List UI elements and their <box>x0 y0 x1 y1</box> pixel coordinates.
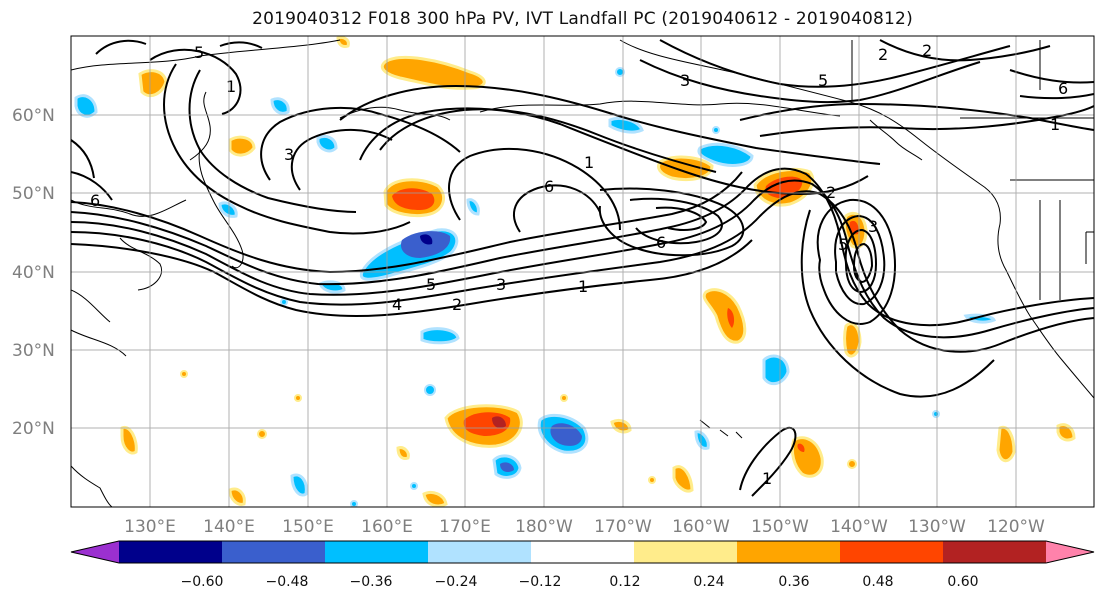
lat-label-40n: 40°N <box>12 263 55 283</box>
colorbar-tick-label: −0.36 <box>350 574 393 590</box>
contour-label: 3 <box>680 71 690 90</box>
contour-label: 6 <box>90 191 100 210</box>
contour-label: 6 <box>1058 79 1068 98</box>
colorbar-segment <box>840 541 944 563</box>
colorbar-tick-labels: −0.60 −0.48 −0.36 −0.24 −0.12 0.12 0.24 … <box>181 574 979 590</box>
lon-label: 150°E <box>282 517 334 537</box>
colorbar-tick-label: −0.12 <box>519 574 562 590</box>
negative-anomaly-patches <box>74 67 997 507</box>
colorbar-segment <box>325 541 429 563</box>
lon-label: 130°W <box>908 517 966 537</box>
colorbar-min-extend <box>71 541 119 563</box>
colorbar-tick-label: 0.36 <box>778 574 809 590</box>
contour-label: 1 <box>578 277 588 296</box>
lat-label-30n: 30°N <box>12 341 55 361</box>
colorbar-segment <box>737 541 841 563</box>
contour-label: 5 <box>194 43 204 62</box>
contour-label: 5 <box>838 235 848 254</box>
colorbar-tick-label: 0.24 <box>693 574 724 590</box>
colorbar-segments <box>70 540 1095 564</box>
lon-label: 170°E <box>439 517 491 537</box>
lon-label: 160°W <box>672 517 730 537</box>
contour-label: 1 <box>762 469 772 488</box>
gridlines <box>71 36 1094 507</box>
colorbar-tick-label: −0.60 <box>181 574 224 590</box>
colorbar-segment <box>531 541 635 563</box>
contour-label: 1 <box>226 77 236 96</box>
latitude-labels: 60°N 50°N 40°N 30°N 20°N <box>12 106 55 439</box>
contour-label: 4 <box>392 295 402 314</box>
colorbar-max-extend <box>1046 541 1094 563</box>
lon-label: 170°W <box>594 517 652 537</box>
colorbar-tick-label: 0.12 <box>609 574 640 590</box>
contour-label: 1 <box>1050 115 1060 134</box>
ivt-contours <box>71 39 1094 497</box>
contour-label: 5 <box>426 275 436 294</box>
lon-label: 120°W <box>987 517 1045 537</box>
colorbar-segment <box>428 541 532 563</box>
contour-labels: 1 2 3 4 5 6 1 2 3 5 6 1 2 5 6 1 2 3 1 3 … <box>90 41 1068 488</box>
colorbar-tick-label: −0.24 <box>435 574 478 590</box>
contour-label: 6 <box>544 177 554 196</box>
longitude-labels: 130°E 140°E 150°E 160°E 170°E 180°W 170°… <box>124 517 1045 537</box>
colorbar-tick-label: 0.60 <box>947 574 978 590</box>
colorbar-tick-label: −0.48 <box>266 574 309 590</box>
contour-label: 5 <box>818 71 828 90</box>
map-title: 2019040312 F018 300 hPa PV, IVT Landfall… <box>252 9 913 29</box>
contour-label: 1 <box>584 153 594 172</box>
lon-label: 130°E <box>124 517 176 537</box>
colorbar: −0.60 −0.48 −0.36 −0.24 −0.12 0.12 0.24 … <box>70 540 1095 590</box>
contour-label: 2 <box>452 295 462 314</box>
lon-label: 140°E <box>203 517 255 537</box>
contour-label: 6 <box>656 233 666 252</box>
contour-label: 3 <box>284 145 294 164</box>
lon-label: 160°E <box>361 517 413 537</box>
contour-label: 2 <box>922 41 932 60</box>
lat-label-60n: 60°N <box>12 106 55 126</box>
colorbar-segment <box>943 541 1047 563</box>
colorbar-tick-label: 0.48 <box>862 574 893 590</box>
contour-label: 2 <box>878 45 888 64</box>
contour-label: 3 <box>868 217 878 236</box>
lon-label: 180°W <box>515 517 573 537</box>
colorbar-segment <box>119 541 223 563</box>
colorbar-segment <box>634 541 738 563</box>
lon-label: 150°W <box>751 517 809 537</box>
colorbar-outline <box>70 540 1095 564</box>
lat-label-20n: 20°N <box>12 419 55 439</box>
contour-label: 3 <box>496 275 506 294</box>
lat-label-50n: 50°N <box>12 184 55 204</box>
lon-label: 140°W <box>830 517 888 537</box>
map-frame <box>70 35 1095 508</box>
colorbar-segment <box>222 541 326 563</box>
